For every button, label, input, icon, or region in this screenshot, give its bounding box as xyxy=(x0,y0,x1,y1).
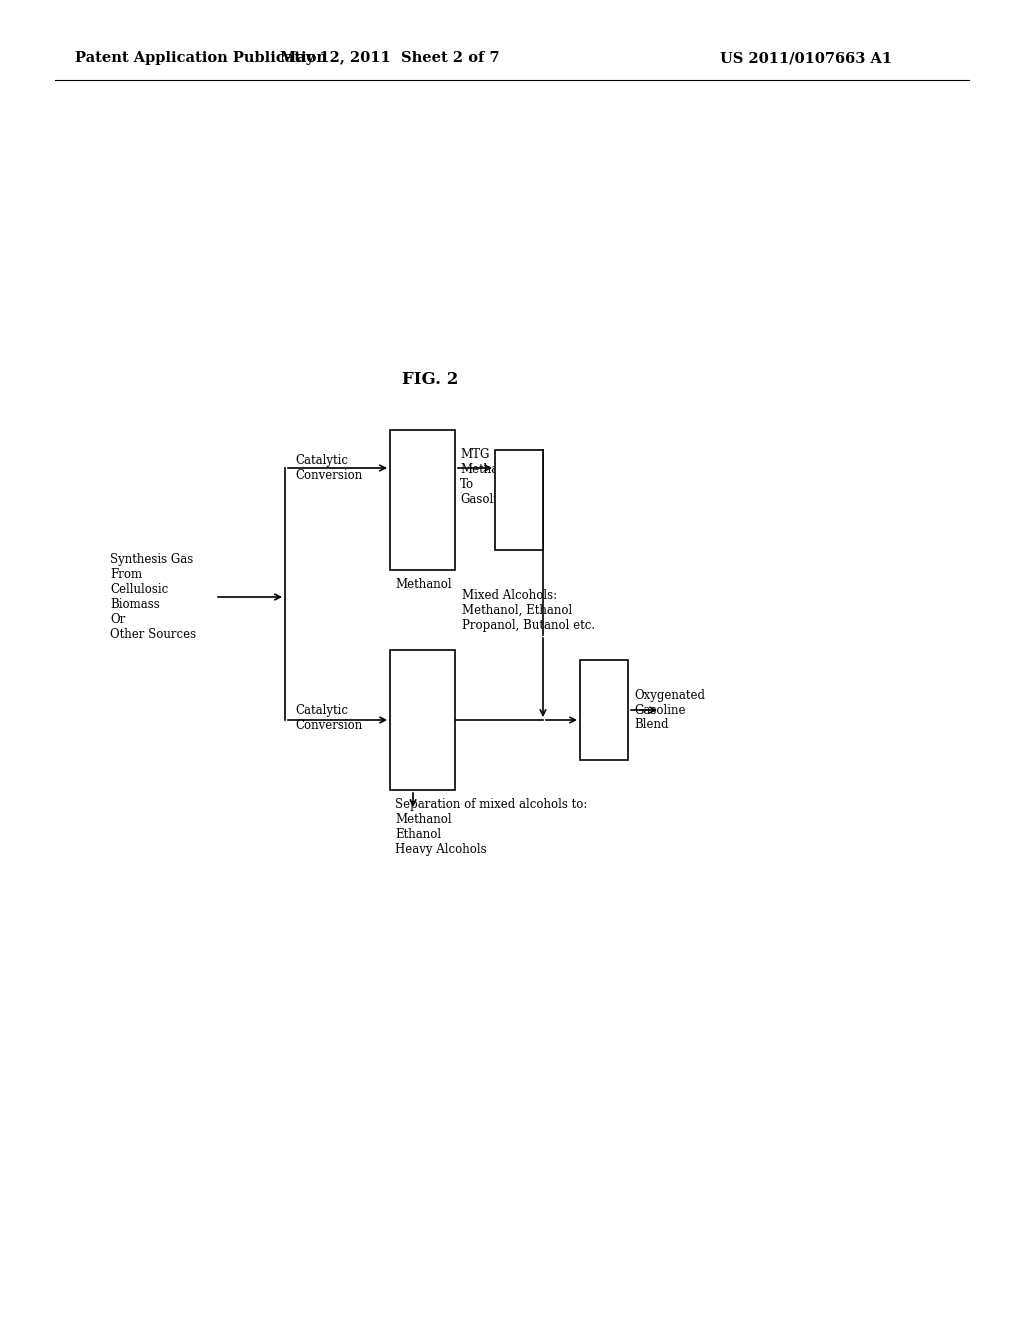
Text: Catalytic
Conversion: Catalytic Conversion xyxy=(295,704,362,733)
Bar xyxy=(390,430,455,570)
Text: Oxygenated
Gasoline
Blend: Oxygenated Gasoline Blend xyxy=(634,689,705,731)
Text: MTG
Methanol
To
Gasoline: MTG Methanol To Gasoline xyxy=(460,447,517,506)
Bar xyxy=(390,649,455,789)
Text: Methanol: Methanol xyxy=(395,578,452,591)
Text: May 12, 2011  Sheet 2 of 7: May 12, 2011 Sheet 2 of 7 xyxy=(281,51,500,65)
Bar xyxy=(580,660,628,760)
Text: US 2011/0107663 A1: US 2011/0107663 A1 xyxy=(720,51,892,65)
Text: Catalytic
Conversion: Catalytic Conversion xyxy=(295,454,362,482)
Text: Patent Application Publication: Patent Application Publication xyxy=(75,51,327,65)
Bar xyxy=(495,450,543,550)
Text: Synthesis Gas
From
Cellulosic
Biomass
Or
Other Sources: Synthesis Gas From Cellulosic Biomass Or… xyxy=(110,553,197,642)
Text: Mixed Alcohols:
Methanol, Ethanol
Propanol, Butanol etc.: Mixed Alcohols: Methanol, Ethanol Propan… xyxy=(462,589,595,632)
Text: FIG. 2: FIG. 2 xyxy=(401,371,458,388)
Text: Separation of mixed alcohols to:
Methanol
Ethanol
Heavy Alcohols: Separation of mixed alcohols to: Methano… xyxy=(395,799,588,855)
